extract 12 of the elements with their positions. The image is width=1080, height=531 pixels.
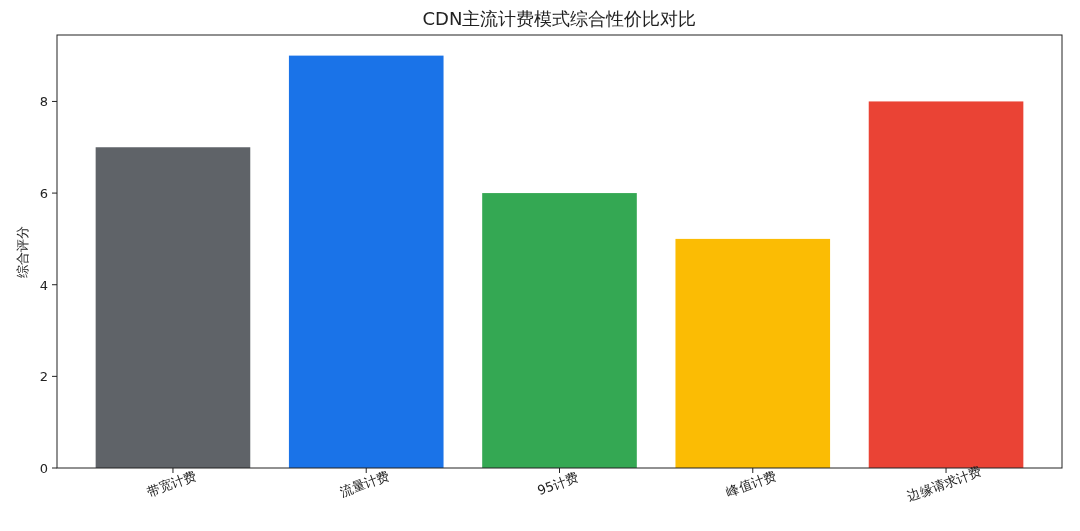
- y-tick-label: 2: [39, 369, 48, 385]
- y-tick-label: 0: [39, 461, 48, 476]
- x-tick-label: 流量计费: [337, 467, 392, 500]
- y-axis-title: 综合评分: [15, 225, 30, 278]
- y-tick-label: 6: [39, 186, 48, 202]
- chart-title: CDN主流计费模式综合性价比对比: [422, 8, 697, 29]
- y-tick-label: 8: [39, 94, 48, 110]
- x-tick-label: 边缘请求计费: [905, 463, 984, 505]
- x-tick-label: 带宽计费: [144, 467, 199, 500]
- x-tick-label: 峰值计费: [724, 467, 779, 500]
- x-tick-label: 95计费: [535, 469, 581, 499]
- y-tick-label: 4: [39, 277, 48, 293]
